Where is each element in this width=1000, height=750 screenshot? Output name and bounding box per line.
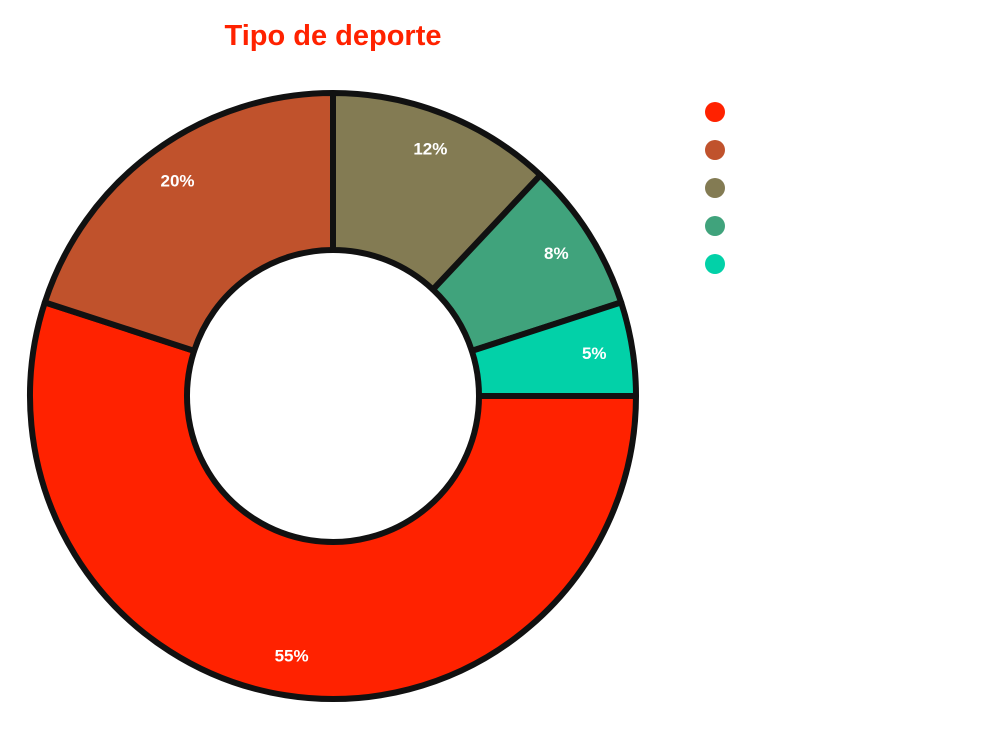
slice-2 xyxy=(330,90,544,293)
slice-4 xyxy=(468,299,639,399)
legend-swatch-2 xyxy=(705,178,725,198)
legend xyxy=(705,93,735,283)
slice-0 xyxy=(27,299,639,702)
legend-item-4 xyxy=(705,245,735,283)
legend-swatch-0 xyxy=(705,102,725,122)
slice-label-4: 5% xyxy=(582,344,607,363)
slice-label-0: 55% xyxy=(275,647,309,666)
chart-title: Tipo de deporte xyxy=(224,20,442,52)
legend-item-1 xyxy=(705,131,735,169)
slice-labels: 55% 20% 12% 8% 5% xyxy=(161,140,607,666)
legend-item-3 xyxy=(705,207,735,245)
legend-item-2 xyxy=(705,169,735,207)
legend-swatch-1 xyxy=(705,140,725,160)
slice-label-3: 8% xyxy=(544,244,569,263)
legend-item-0 xyxy=(705,93,735,131)
slice-1 xyxy=(41,90,336,354)
legend-swatch-4 xyxy=(705,254,725,274)
slice-label-2: 12% xyxy=(413,140,447,159)
slice-label-1: 20% xyxy=(161,171,195,190)
slices xyxy=(27,90,639,702)
legend-swatch-3 xyxy=(705,216,725,236)
